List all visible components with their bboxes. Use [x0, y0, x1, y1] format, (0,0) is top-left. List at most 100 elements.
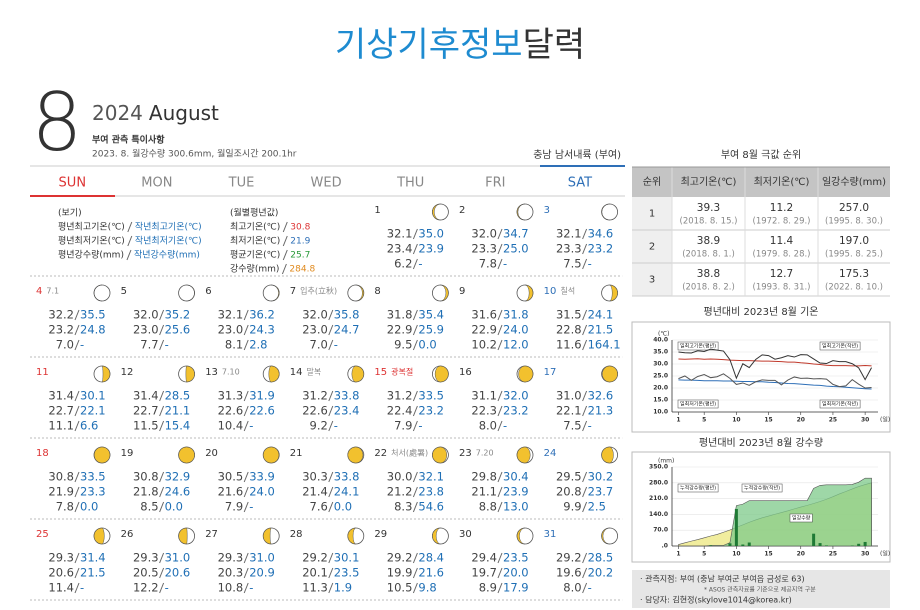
moon-light [602, 365, 618, 383]
normal-value: 10.2 [471, 338, 497, 352]
last-year-value: 2.8 [249, 338, 267, 352]
moon-light [268, 365, 280, 383]
last-year-value: 24.3 [249, 323, 275, 337]
last-year-value: - [588, 419, 592, 433]
last-year-value: 23.3 [80, 485, 106, 499]
weekday: SUN [59, 176, 87, 191]
day-number: 1 [374, 205, 380, 216]
moon-light [263, 527, 272, 545]
normal-value: 19.7 [471, 566, 497, 580]
x-tick-label: 20 [797, 417, 805, 424]
day-note: 칠석 [560, 286, 575, 296]
table-header-bg [632, 167, 890, 197]
day-number: 5 [121, 286, 127, 297]
day-number: 15 [374, 367, 387, 378]
last-year-value: 31.9 [249, 389, 275, 403]
day-number: 4 [36, 286, 42, 297]
rain-bar [747, 542, 751, 546]
separator [243, 582, 249, 594]
normal-value: 11.5 [133, 419, 159, 433]
separator [74, 471, 80, 483]
moon-light [516, 527, 526, 545]
separator [74, 324, 80, 336]
day-number: 24 [544, 448, 557, 459]
separator [412, 228, 418, 240]
legend-key: 최저기온(℃) [230, 236, 280, 247]
moon-light [347, 446, 364, 464]
last-year-value: 32.6 [588, 389, 614, 403]
last-year-value: 24.8 [80, 323, 106, 337]
separator [159, 324, 165, 336]
day-number: 22 [374, 448, 387, 459]
normal-value: 23.2 [48, 323, 74, 337]
day-number: 30 [459, 529, 472, 540]
label-box [677, 341, 719, 351]
separator [497, 582, 503, 594]
title-main: 기상기후정보 [335, 25, 523, 65]
separator [159, 471, 165, 483]
separator [497, 471, 503, 483]
title-sub: 달력 [523, 25, 586, 65]
last-year-value: 23.4 [334, 404, 360, 418]
normal-value: 23.3 [556, 242, 582, 256]
normal-value: 20.5 [133, 566, 159, 580]
last-year-value: - [588, 257, 592, 271]
y-tick-label: 20.0 [653, 385, 668, 392]
last-year-value: - [334, 419, 338, 433]
last-year-value: 28.5 [588, 551, 614, 565]
moon-light [432, 527, 441, 545]
separator [243, 390, 249, 402]
extreme-date: (1995. 8. 25.) [825, 250, 883, 260]
x-tick-label: 10 [732, 551, 740, 558]
y-tick-label: 70.0 [653, 527, 668, 534]
label-box [741, 483, 783, 493]
last-year-value: 12.0 [503, 338, 529, 352]
separator [582, 339, 588, 351]
last-year-value: - [80, 581, 84, 595]
normal-value: 19.6 [556, 566, 582, 580]
extreme-date: (2018. 8. 2.) [682, 283, 735, 293]
separator [243, 420, 249, 432]
x-axis-label: (일) [880, 550, 890, 558]
separator [582, 567, 588, 579]
last-year-value: 20.2 [588, 566, 614, 580]
series-name: 일최고기온(작년) [822, 343, 858, 350]
weekday: THU [396, 176, 424, 191]
normal-value: 21.9 [48, 485, 74, 499]
normal-value: 23.3 [471, 242, 497, 256]
month-heading: 2024 August [92, 101, 219, 125]
normal-value: 30.3 [302, 470, 328, 484]
normal-value: 21.8 [133, 485, 159, 499]
last-year-value: 6.6 [80, 419, 98, 433]
normal-value: 31.5 [556, 308, 582, 322]
last-year-value: 20.0 [503, 566, 529, 580]
normal-value: 10.5 [387, 581, 413, 595]
normal-value: 29.2 [556, 551, 582, 565]
day-note: 입추(立秋) [300, 286, 337, 296]
day-number: 19 [121, 448, 134, 459]
rain-bar [812, 533, 816, 546]
last-year-value: 31.0 [165, 551, 191, 565]
normal-value: 7.7 [140, 338, 158, 352]
day-number: 9 [459, 286, 465, 297]
normals-title: (월별평년값) [230, 207, 278, 219]
legend-value: 작년강수량(mm) [134, 249, 200, 261]
extreme-date: (1995. 8. 30.) [825, 217, 883, 227]
last-year-value: 28.4 [418, 551, 444, 565]
table-header: 순위 [643, 175, 661, 188]
normal-value: 31.6 [471, 308, 497, 322]
rain-bar [709, 545, 713, 546]
label-box [819, 399, 861, 409]
separator [159, 420, 165, 432]
notes-box [632, 570, 890, 608]
moon-light [601, 446, 614, 464]
last-year-value: 1.9 [334, 581, 352, 595]
y-tick-label: .0 [662, 543, 668, 550]
series-name: 일최저기온(작년) [822, 401, 858, 408]
separator [497, 258, 503, 270]
separator [328, 324, 334, 336]
legend-value: 284.8 [289, 265, 315, 275]
separator [127, 221, 133, 233]
x-tick-label: 10 [732, 417, 740, 424]
last-year-value: 25.6 [165, 323, 191, 337]
